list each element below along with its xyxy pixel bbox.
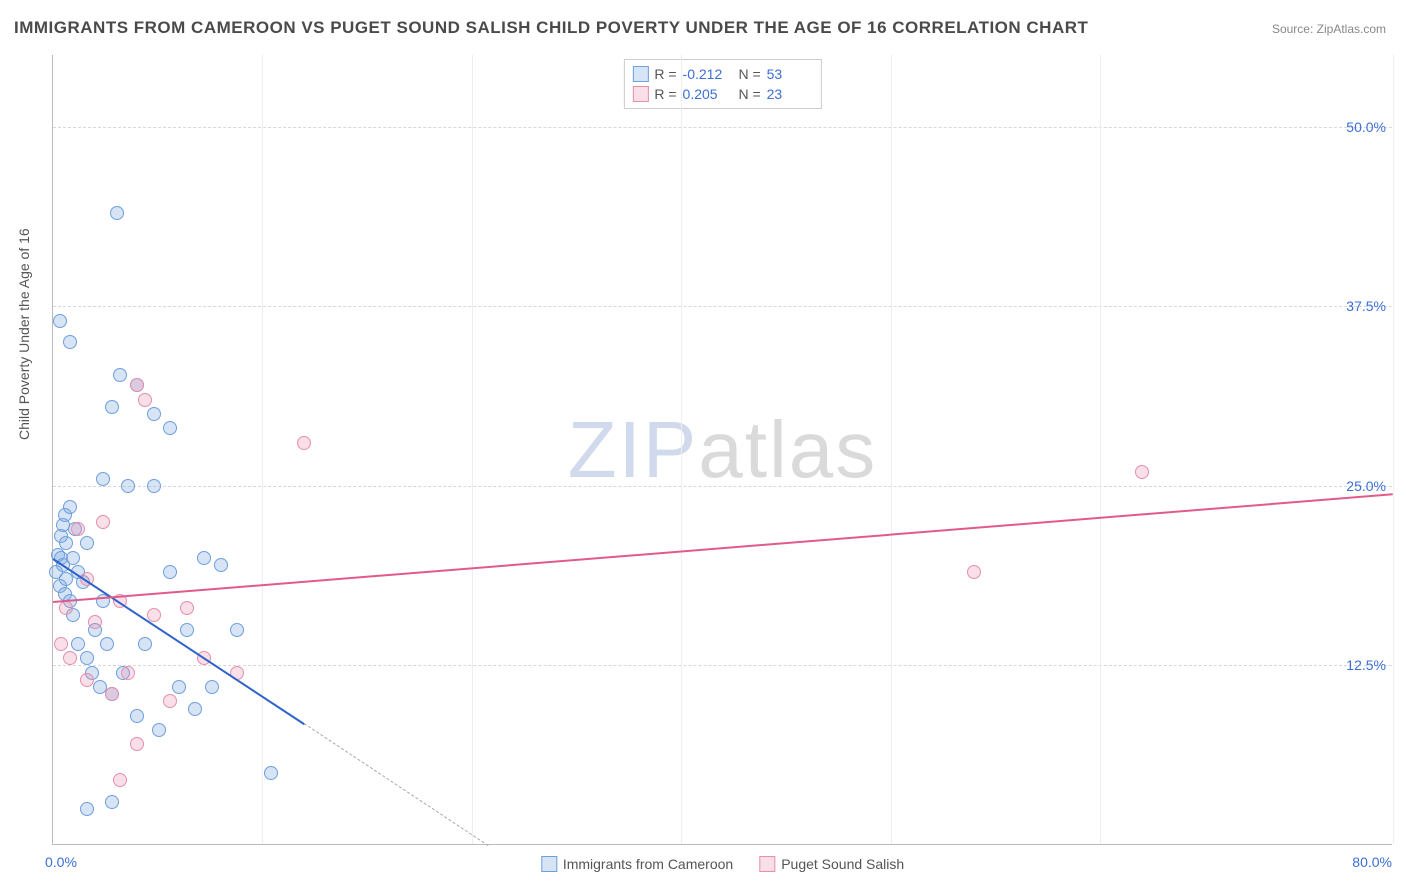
- data-point: [297, 436, 311, 450]
- data-point: [110, 206, 124, 220]
- gridline-v: [262, 55, 263, 844]
- gridline-h: [53, 306, 1392, 307]
- legend-swatch-0: [632, 66, 648, 82]
- data-point: [147, 407, 161, 421]
- stat-n-0: 53: [767, 66, 813, 82]
- data-point: [172, 680, 186, 694]
- data-point: [80, 673, 94, 687]
- x-tick-min: 0.0%: [45, 854, 77, 870]
- data-point: [197, 551, 211, 565]
- legend-stats: R = -0.212 N = 53 R = 0.205 N = 23: [623, 59, 821, 109]
- data-point: [205, 680, 219, 694]
- data-point: [152, 723, 166, 737]
- legend-label-0: Immigrants from Cameroon: [563, 856, 733, 872]
- data-point: [163, 694, 177, 708]
- data-point: [105, 687, 119, 701]
- data-point: [80, 802, 94, 816]
- data-point: [121, 479, 135, 493]
- y-tick-label: 12.5%: [1346, 657, 1386, 673]
- gridline-v: [1393, 55, 1394, 844]
- data-point: [163, 421, 177, 435]
- x-tick-max: 80.0%: [1352, 854, 1392, 870]
- gridline-v: [472, 55, 473, 844]
- legend-swatch-1b: [759, 856, 775, 872]
- gridline-v: [891, 55, 892, 844]
- trend-line-extension: [304, 723, 489, 846]
- gridline-v: [681, 55, 682, 844]
- watermark: ZIPatlas: [568, 404, 877, 496]
- data-point: [59, 601, 73, 615]
- data-point: [138, 637, 152, 651]
- data-point: [967, 565, 981, 579]
- data-point: [264, 766, 278, 780]
- data-point: [66, 551, 80, 565]
- data-point: [163, 565, 177, 579]
- data-point: [63, 500, 77, 514]
- stat-label-n: N =: [735, 86, 761, 102]
- data-point: [1135, 465, 1149, 479]
- data-point: [147, 479, 161, 493]
- stat-label-n: N =: [735, 66, 761, 82]
- data-point: [180, 623, 194, 637]
- stat-label-r: R =: [654, 66, 676, 82]
- y-tick-label: 25.0%: [1346, 478, 1386, 494]
- data-point: [105, 400, 119, 414]
- source-attribution: Source: ZipAtlas.com: [1272, 22, 1386, 36]
- data-point: [80, 536, 94, 550]
- stat-r-0: -0.212: [683, 66, 729, 82]
- legend-item-1: Puget Sound Salish: [759, 856, 904, 872]
- stat-r-1: 0.205: [683, 86, 729, 102]
- legend-swatch-0b: [541, 856, 557, 872]
- gridline-h: [53, 486, 1392, 487]
- gridline-h: [53, 665, 1392, 666]
- data-point: [96, 515, 110, 529]
- page-title: IMMIGRANTS FROM CAMEROON VS PUGET SOUND …: [14, 18, 1088, 38]
- legend-swatch-1: [632, 86, 648, 102]
- data-point: [214, 558, 228, 572]
- data-point: [230, 623, 244, 637]
- chart-plot-area: ZIPatlas R = -0.212 N = 53 R = 0.205 N =…: [52, 55, 1392, 845]
- data-point: [54, 637, 68, 651]
- data-point: [80, 651, 94, 665]
- data-point: [96, 472, 110, 486]
- gridline-v: [1100, 55, 1101, 844]
- data-point: [105, 795, 119, 809]
- data-point: [59, 536, 73, 550]
- data-point: [113, 773, 127, 787]
- data-point: [130, 378, 144, 392]
- legend-series: Immigrants from Cameroon Puget Sound Sal…: [541, 856, 904, 872]
- data-point: [121, 666, 135, 680]
- legend-stats-row-1: R = 0.205 N = 23: [632, 84, 812, 104]
- data-point: [180, 601, 194, 615]
- data-point: [130, 737, 144, 751]
- watermark-atlas: atlas: [698, 405, 877, 494]
- data-point: [88, 615, 102, 629]
- data-point: [53, 314, 67, 328]
- data-point: [71, 637, 85, 651]
- gridline-h: [53, 127, 1392, 128]
- y-axis-label: Child Poverty Under the Age of 16: [16, 228, 32, 440]
- data-point: [71, 522, 85, 536]
- y-tick-label: 50.0%: [1346, 119, 1386, 135]
- data-point: [138, 393, 152, 407]
- watermark-zip: ZIP: [568, 405, 698, 494]
- trend-line: [53, 493, 1393, 603]
- legend-stats-row-0: R = -0.212 N = 53: [632, 64, 812, 84]
- stat-label-r: R =: [654, 86, 676, 102]
- data-point: [188, 702, 202, 716]
- data-point: [113, 368, 127, 382]
- stat-n-1: 23: [767, 86, 813, 102]
- y-tick-label: 37.5%: [1346, 298, 1386, 314]
- data-point: [130, 709, 144, 723]
- legend-label-1: Puget Sound Salish: [781, 856, 904, 872]
- data-point: [100, 637, 114, 651]
- data-point: [63, 651, 77, 665]
- legend-item-0: Immigrants from Cameroon: [541, 856, 733, 872]
- data-point: [63, 335, 77, 349]
